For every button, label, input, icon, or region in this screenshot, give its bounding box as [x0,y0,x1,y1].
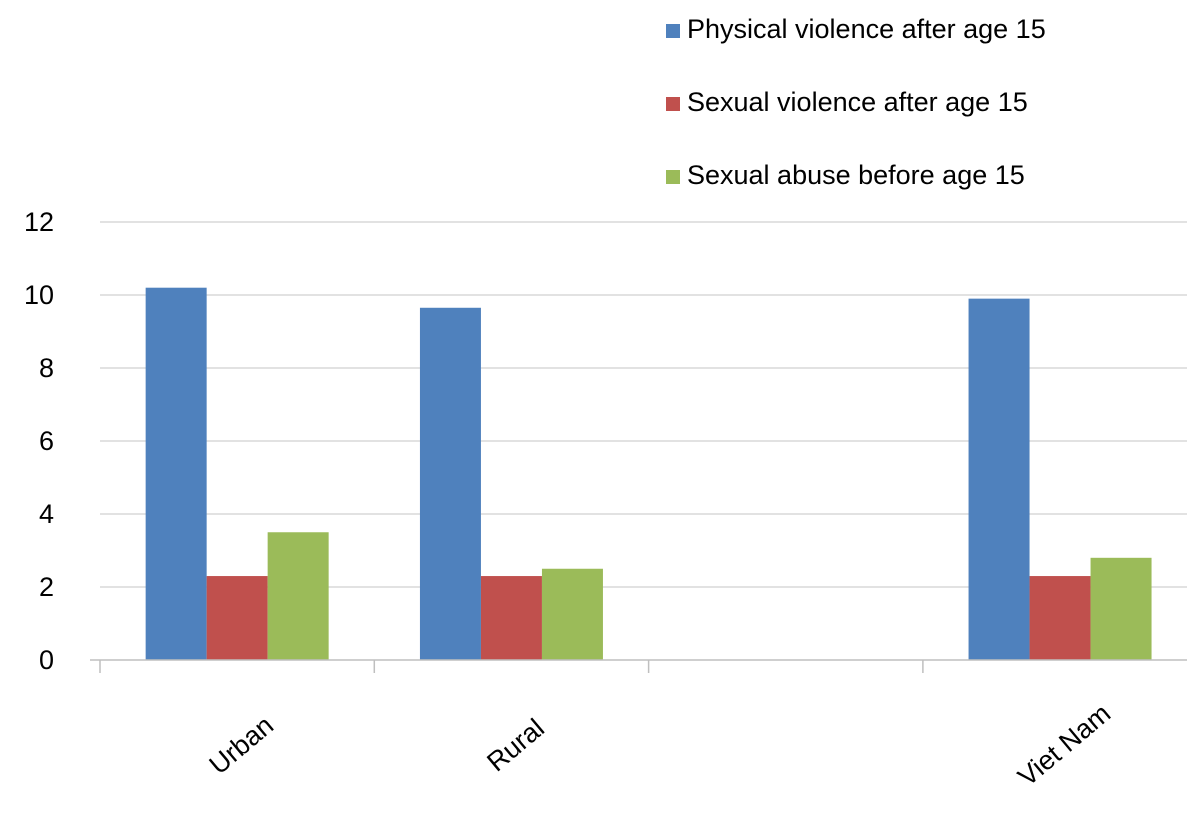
x-category-label: Viet Nam [1012,698,1116,792]
bar-rural-series-1 [480,576,542,660]
y-tick-label: 4 [39,499,54,529]
legend-label: Sexual abuse before age 15 [687,160,1025,190]
legend-label: Sexual violence after age 15 [687,87,1028,117]
x-category-label: Rural [481,713,550,777]
legend-swatch [666,24,680,38]
bar-urban-series-2 [267,532,329,660]
bar-rural-series-2 [541,568,603,660]
y-tick-label: 6 [39,426,54,456]
bar-viet-nam-series-1 [1029,576,1091,660]
bar-viet-nam-series-0 [968,298,1030,660]
bar-urban-series-0 [145,287,207,660]
bar-urban-series-1 [206,576,268,660]
bar-viet-nam-series-2 [1090,557,1152,660]
bars [145,287,1152,660]
y-tick-label: 10 [24,280,54,310]
y-tick-label: 2 [39,572,54,602]
axes [90,659,1187,673]
bar-rural-series-0 [419,307,481,660]
legend: Physical violence after age 15 Sexual vio… [666,14,1046,190]
y-tick-label: 0 [39,645,54,675]
legend-label: Physical violence after age 15 [687,14,1046,44]
legend-swatch [666,97,680,111]
x-category-label: Urban [204,710,280,780]
y-tick-label: 8 [39,353,54,383]
y-tick-label: 12 [24,207,54,237]
legend-swatch [666,170,680,184]
